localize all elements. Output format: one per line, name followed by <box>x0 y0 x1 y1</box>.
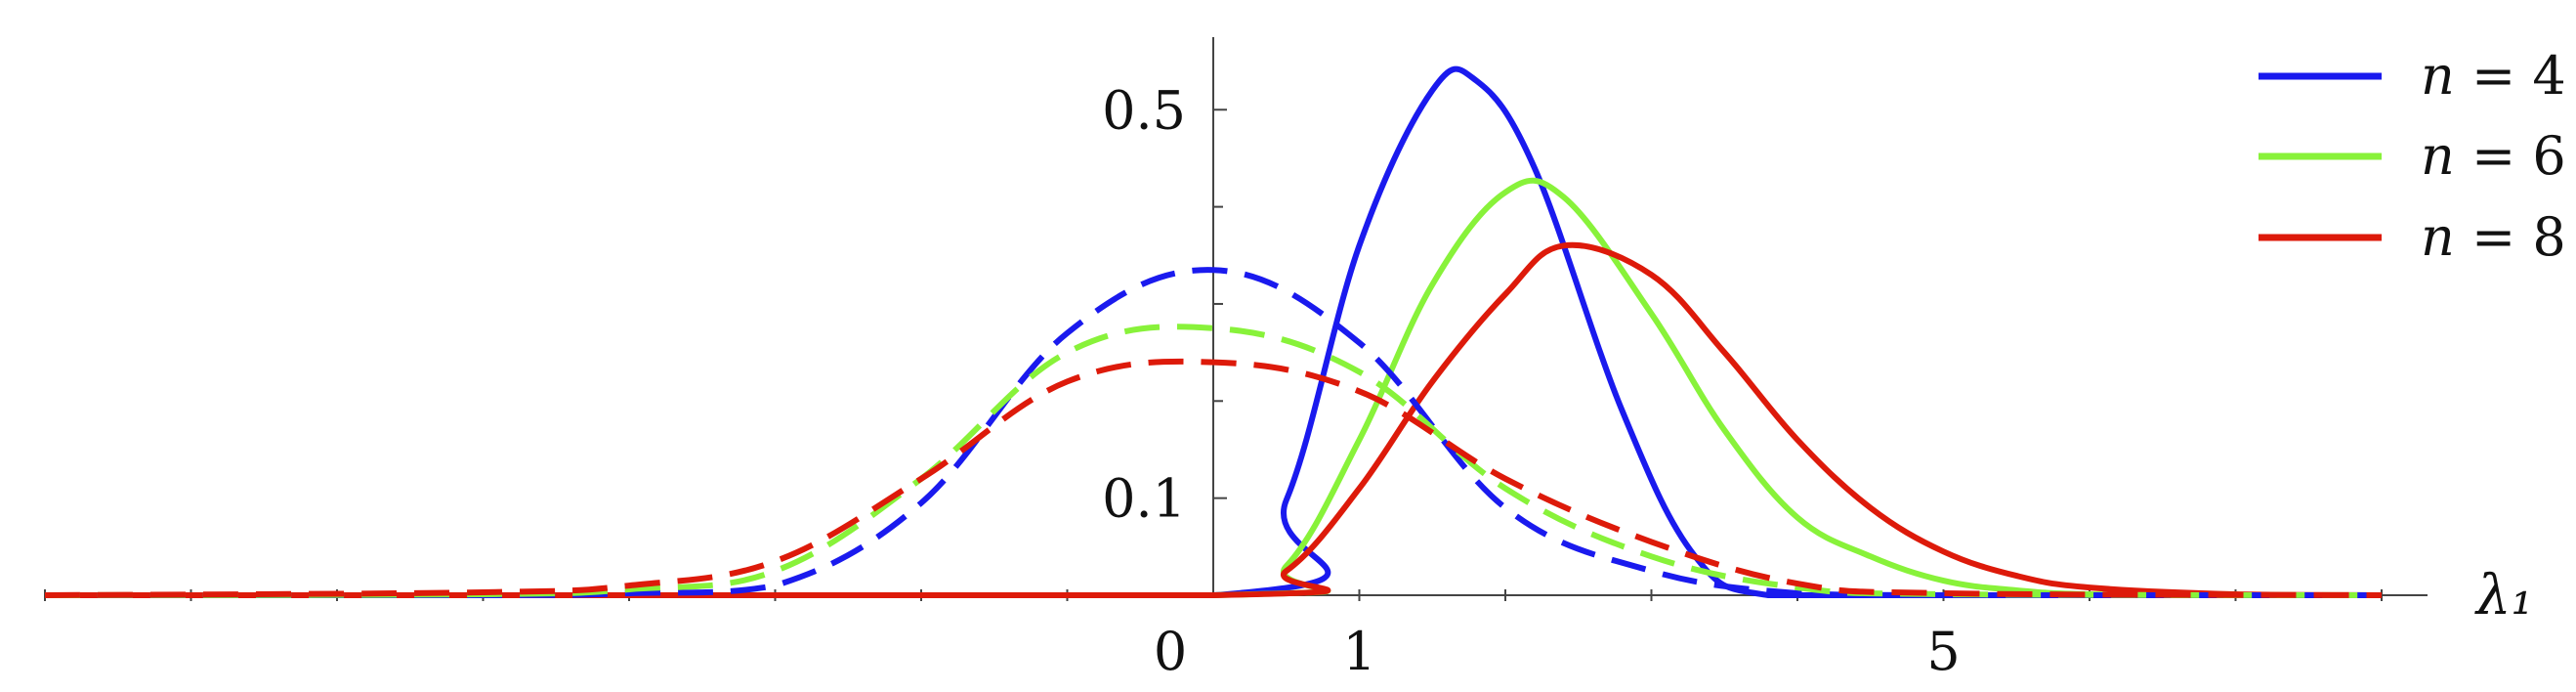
y-tick-label: 0.1 <box>1102 468 1186 530</box>
curves <box>44 65 2383 599</box>
legend-label: n = 8 <box>2421 206 2566 268</box>
legend-label: n = 4 <box>2421 45 2566 107</box>
x-tick-label: 5 <box>1926 621 1960 682</box>
labels: 0 1 5 0.1 0.5 λ₁ <box>1102 79 2533 682</box>
x-axis-label: λ₁ <box>2474 564 2533 627</box>
legend-label: n = 6 <box>2421 125 2566 187</box>
dashed-series-line-2 <box>44 358 2383 598</box>
y-tick-label: 0.5 <box>1102 79 1186 141</box>
legend: n = 4 n = 6 n = 8 <box>2259 45 2566 268</box>
x-tick-label: 0 <box>1154 621 1187 682</box>
axes <box>44 37 2428 601</box>
solid-series-line-2 <box>44 241 2383 599</box>
x-tick-label: 1 <box>1342 621 1375 682</box>
